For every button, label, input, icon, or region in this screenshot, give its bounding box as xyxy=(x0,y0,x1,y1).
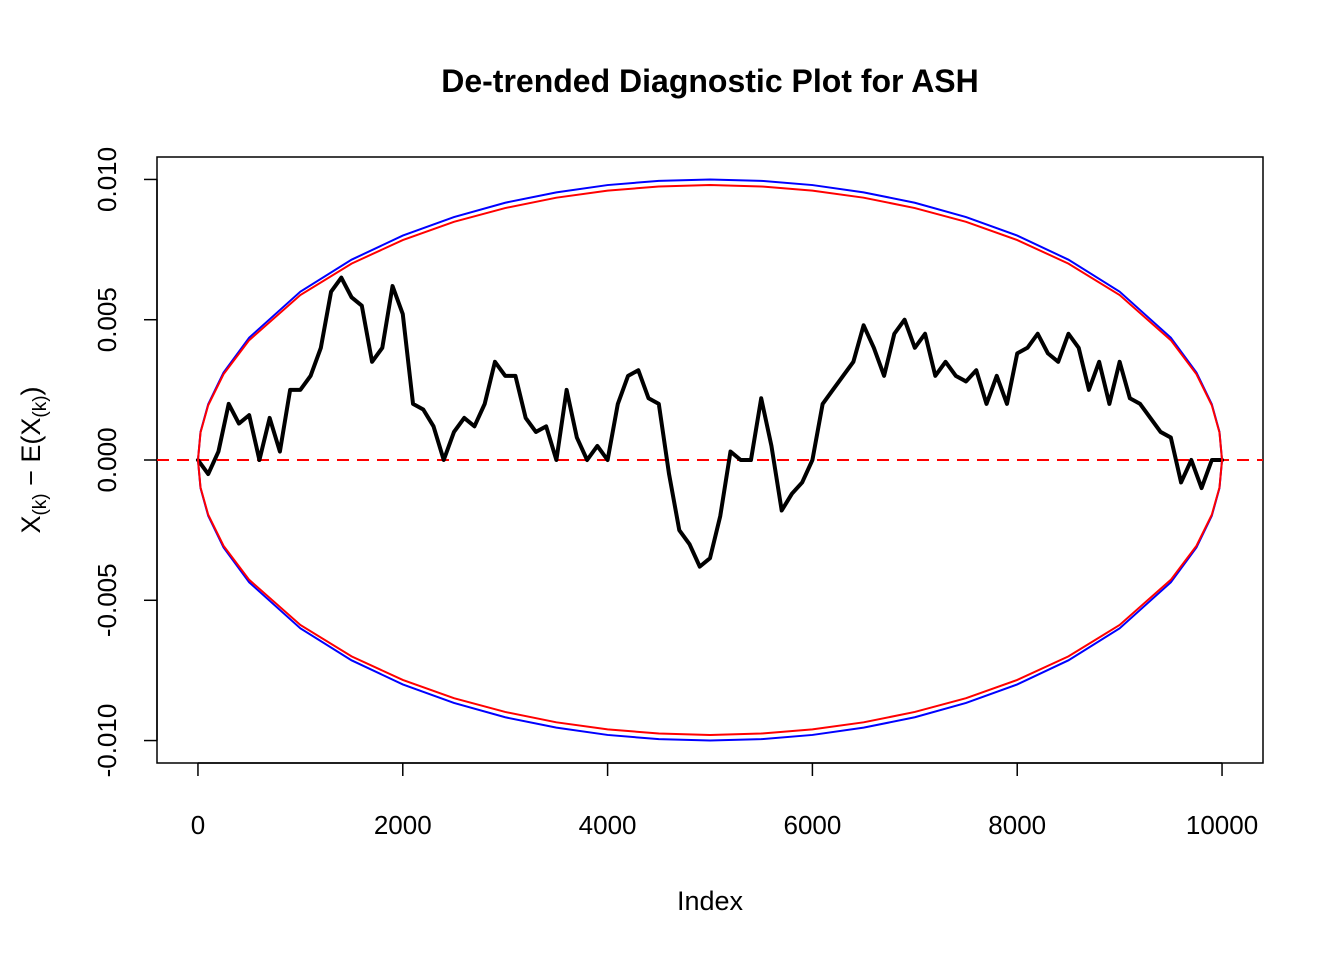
band-curve xyxy=(196,178,1224,461)
y-tick-label: 0.010 xyxy=(92,147,122,212)
y-tick-label: -0.010 xyxy=(92,704,122,778)
y-tick-label: 0.000 xyxy=(92,427,122,492)
x-tick-label: 10000 xyxy=(1186,810,1258,840)
x-axis-label: Index xyxy=(677,886,744,916)
x-tick-label: 6000 xyxy=(783,810,841,840)
y-tick-label: -0.005 xyxy=(92,563,122,637)
y-label-part: − E(X xyxy=(16,418,46,494)
y-axis-label: X(k) − E(X(k)) xyxy=(16,386,51,533)
y-tick-label: 0.005 xyxy=(92,287,122,352)
y-label-subscript: (k) xyxy=(30,493,51,515)
data-trace xyxy=(195,275,1225,569)
y-label-part: ) xyxy=(16,386,46,395)
x-tick-label: 2000 xyxy=(374,810,432,840)
band-curve xyxy=(196,459,1224,736)
y-label-subscript: (k) xyxy=(30,395,51,417)
band-curve xyxy=(196,184,1224,461)
x-tick-label: 4000 xyxy=(579,810,637,840)
y-label-part: X xyxy=(16,516,46,534)
x-tick-label: 0 xyxy=(191,810,205,840)
chart-title: De-trended Diagnostic Plot for ASH xyxy=(441,63,979,99)
band-curve xyxy=(196,459,1224,742)
x-tick-label: 8000 xyxy=(988,810,1046,840)
